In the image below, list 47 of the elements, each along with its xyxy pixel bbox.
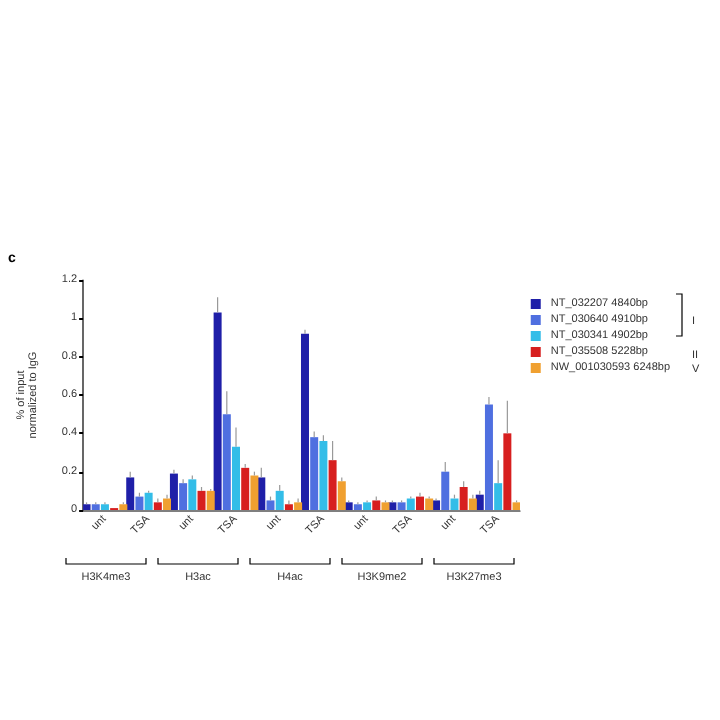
bar xyxy=(425,498,434,510)
bar xyxy=(250,475,259,510)
bar xyxy=(241,467,250,510)
bar xyxy=(337,481,346,510)
bar xyxy=(232,446,241,510)
bar xyxy=(381,502,390,510)
bar xyxy=(163,498,172,510)
bar xyxy=(503,433,512,510)
bar xyxy=(459,487,468,510)
bar xyxy=(169,473,178,510)
bar xyxy=(294,502,303,510)
bar xyxy=(100,504,109,510)
bar xyxy=(363,502,372,510)
bar xyxy=(310,437,319,510)
bar xyxy=(197,490,206,510)
bar xyxy=(441,471,450,510)
bar xyxy=(328,460,337,510)
bar xyxy=(179,483,188,510)
bar xyxy=(372,500,381,510)
bar xyxy=(284,504,293,510)
bar xyxy=(415,496,424,510)
bar xyxy=(300,333,309,510)
bar xyxy=(319,441,328,510)
bar xyxy=(388,502,397,510)
bar xyxy=(153,502,162,510)
bar xyxy=(144,492,153,510)
bar xyxy=(266,500,275,510)
bar xyxy=(494,483,503,510)
bar xyxy=(126,477,135,510)
bar xyxy=(450,498,459,510)
bar xyxy=(432,500,441,510)
bar xyxy=(397,502,406,510)
bar xyxy=(275,490,284,510)
bar xyxy=(206,490,215,510)
bar xyxy=(135,496,144,510)
bar xyxy=(344,502,353,510)
bar xyxy=(213,312,222,510)
bar xyxy=(512,502,520,510)
bar xyxy=(119,504,128,510)
bar xyxy=(83,504,91,510)
bar xyxy=(406,498,415,510)
bar xyxy=(484,404,493,510)
bar xyxy=(353,504,362,510)
bar xyxy=(188,479,197,510)
bar xyxy=(468,498,477,510)
bar xyxy=(222,414,231,510)
bar xyxy=(91,504,100,510)
